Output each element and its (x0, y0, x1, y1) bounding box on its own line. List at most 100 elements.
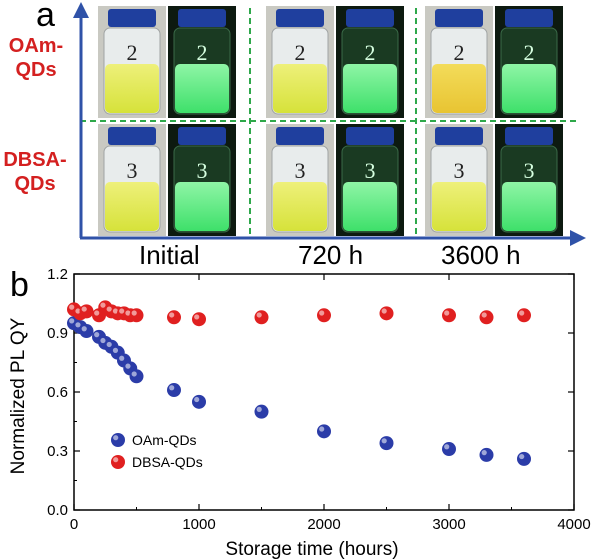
arrow-right-icon (570, 230, 586, 246)
plot-frame (73, 273, 575, 511)
vial-daylight-r1-c2: 3 (425, 124, 493, 236)
vial-number-label: 3 (365, 158, 376, 183)
vial-number-label: 2 (295, 40, 306, 65)
legend-marker (111, 455, 125, 469)
column-label-3600h: 3600 h (441, 240, 521, 270)
data-point (517, 451, 531, 466)
data-point (117, 306, 131, 321)
x-tick-label: 1000 (182, 516, 215, 533)
data-point (98, 300, 113, 315)
series-dbsa-qds (67, 300, 531, 327)
data-point (254, 310, 269, 325)
vial-number-label: 2 (365, 40, 376, 65)
data-point (379, 306, 394, 321)
y-tick-label: 0.3 (47, 443, 68, 460)
vial-cap-icon (435, 9, 483, 27)
x-tick-label: 3000 (432, 516, 465, 533)
vial-cap-icon (276, 127, 324, 145)
data-point (79, 324, 94, 339)
data-point (79, 304, 94, 319)
vial-uv-r0-c1: 2 (336, 6, 404, 118)
data-point (442, 308, 456, 323)
data-point (104, 339, 119, 354)
vial-cap-icon (178, 9, 226, 27)
vial-cap-icon (108, 127, 156, 145)
vial-cap-icon (108, 9, 156, 27)
row-label-dbsa: DBSA- QDs (0, 148, 70, 196)
data-point (123, 361, 138, 376)
data-point (110, 345, 125, 360)
data-point (167, 310, 181, 325)
data-point (192, 394, 206, 409)
row-label-oam: OAm- QDs (2, 34, 70, 82)
data-point (104, 304, 119, 319)
legend-marker (111, 433, 125, 447)
vial-daylight-r1-c1: 3 (266, 124, 334, 236)
data-point (129, 369, 144, 384)
data-point (379, 436, 394, 451)
data-point (479, 310, 494, 325)
arrow-up-icon (73, 2, 89, 18)
vial-number-label: 3 (197, 158, 208, 183)
vial-number-label: 2 (524, 40, 535, 65)
x-tick-label: 4000 (557, 516, 590, 533)
row-label-oam-line2: QDs (15, 59, 57, 81)
vial-number-label: 3 (127, 158, 138, 183)
data-point (129, 308, 144, 323)
vial-number-label: 3 (524, 158, 535, 183)
data-point (479, 447, 494, 462)
y-tick-label: 0.0 (47, 502, 68, 519)
column-label-720h: 720 h (298, 240, 364, 270)
panel-b-letter: b (10, 266, 29, 304)
data-point (254, 404, 269, 419)
y-axis-label: Normalized PL QY (8, 317, 29, 474)
data-point (442, 442, 456, 457)
vial-cap-icon (178, 127, 226, 145)
data-point (117, 353, 131, 368)
data-point (110, 306, 125, 321)
data-point (98, 335, 113, 350)
vial-cap-icon (276, 9, 324, 27)
y-tick-label: 0.9 (47, 325, 68, 342)
vial-cap-icon (505, 127, 553, 145)
vial-uv-r1-c1: 3 (336, 124, 404, 236)
data-point (73, 306, 88, 321)
vial-number-label: 3 (295, 158, 306, 183)
x-tick-label: 0 (70, 516, 78, 533)
x-axis-label: Storage time (hours) (225, 539, 398, 560)
vial-daylight-r0-c2: 2 (425, 6, 493, 118)
vial-number-label: 2 (127, 40, 138, 65)
vial-daylight-r1-c0: 3 (98, 124, 166, 236)
data-point (73, 320, 88, 335)
series-oam-qds (67, 316, 531, 466)
row-label-oam-line1: OAm- (8, 35, 64, 57)
vial-cap-icon (435, 127, 483, 145)
data-point (317, 424, 331, 439)
vial-number-label: 3 (454, 158, 465, 183)
legend-label: OAm-QDs (132, 432, 197, 448)
row-label-dbsa-line2: QDs (14, 173, 56, 195)
data-point (67, 316, 81, 331)
row-label-dbsa-line1: DBSA- (3, 149, 67, 171)
y-tick-label: 0.6 (47, 384, 68, 401)
vial-uv-r1-c2: 3 (495, 124, 563, 236)
data-point (192, 312, 206, 327)
column-label-initial: Initial (139, 240, 200, 270)
vial-uv-r1-c0: 3 (168, 124, 236, 236)
vial-daylight-r0-c1: 2 (266, 6, 334, 118)
legend-label: DBSA-QDs (132, 454, 203, 470)
vial-uv-r0-c2: 2 (495, 6, 563, 118)
data-point (67, 302, 81, 317)
vial-cap-icon (505, 9, 553, 27)
vial-photo-grid: 2 2 2 2 2 2 3 3 3 3 3 3 (73, 2, 586, 246)
vial-cap-icon (346, 127, 394, 145)
data-point (317, 308, 331, 323)
vial-cap-icon (346, 9, 394, 27)
data-point (167, 383, 181, 398)
vial-uv-r0-c0: 2 (168, 6, 236, 118)
data-point (517, 308, 531, 323)
data-point (123, 308, 138, 323)
vial-number-label: 2 (454, 40, 465, 65)
data-point (92, 329, 106, 344)
panel-a-letter: a (36, 0, 55, 34)
